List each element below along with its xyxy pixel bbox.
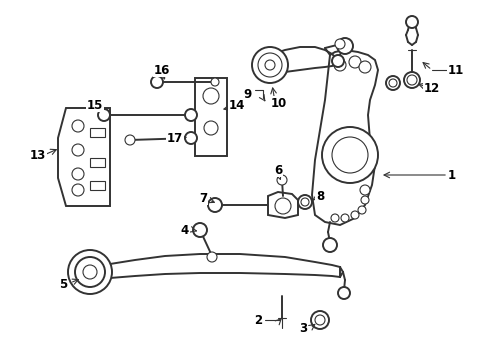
Circle shape xyxy=(75,257,105,287)
Circle shape xyxy=(340,214,348,222)
Polygon shape xyxy=(311,50,377,225)
Circle shape xyxy=(358,61,370,73)
Circle shape xyxy=(403,72,419,88)
Circle shape xyxy=(334,39,345,49)
Circle shape xyxy=(321,127,377,183)
Text: 8: 8 xyxy=(315,189,324,202)
Circle shape xyxy=(278,199,289,211)
Text: 11: 11 xyxy=(447,63,463,77)
Circle shape xyxy=(357,206,365,214)
Circle shape xyxy=(297,195,311,209)
Text: 4: 4 xyxy=(181,224,189,237)
Text: 2: 2 xyxy=(253,314,262,327)
Circle shape xyxy=(333,59,346,71)
Circle shape xyxy=(98,109,110,121)
Circle shape xyxy=(210,78,219,86)
Circle shape xyxy=(405,16,417,28)
Circle shape xyxy=(337,287,349,299)
Text: 17: 17 xyxy=(166,131,183,144)
Text: 13: 13 xyxy=(30,149,46,162)
Text: 9: 9 xyxy=(244,87,252,100)
Circle shape xyxy=(206,252,217,262)
Bar xyxy=(90,128,105,137)
Circle shape xyxy=(360,196,368,204)
Circle shape xyxy=(184,132,197,144)
Circle shape xyxy=(207,198,222,212)
Text: 12: 12 xyxy=(423,81,439,95)
Text: 6: 6 xyxy=(273,163,282,176)
Circle shape xyxy=(184,109,197,121)
Circle shape xyxy=(330,214,338,222)
Circle shape xyxy=(385,76,399,90)
Circle shape xyxy=(193,223,206,237)
Circle shape xyxy=(323,238,336,252)
Circle shape xyxy=(310,311,328,329)
Text: 1: 1 xyxy=(447,168,455,181)
Circle shape xyxy=(203,121,218,135)
Circle shape xyxy=(274,198,290,214)
Circle shape xyxy=(331,137,367,173)
Circle shape xyxy=(301,198,308,206)
Circle shape xyxy=(314,315,325,325)
Circle shape xyxy=(359,185,369,195)
Text: 5: 5 xyxy=(59,279,67,292)
Circle shape xyxy=(203,88,219,104)
Text: 7: 7 xyxy=(199,192,206,204)
Circle shape xyxy=(72,168,84,180)
Text: 16: 16 xyxy=(154,63,170,77)
Polygon shape xyxy=(195,78,226,156)
Circle shape xyxy=(151,76,163,88)
Circle shape xyxy=(331,55,343,67)
Text: 3: 3 xyxy=(298,321,306,334)
Circle shape xyxy=(125,135,135,145)
Text: 10: 10 xyxy=(270,96,286,109)
Circle shape xyxy=(406,75,416,85)
Circle shape xyxy=(72,144,84,156)
Circle shape xyxy=(264,60,274,70)
Circle shape xyxy=(72,184,84,196)
Circle shape xyxy=(276,175,286,185)
Circle shape xyxy=(72,120,84,132)
Polygon shape xyxy=(58,108,110,206)
Polygon shape xyxy=(267,192,297,218)
Circle shape xyxy=(68,250,112,294)
Text: 15: 15 xyxy=(87,99,103,112)
Circle shape xyxy=(336,38,352,54)
Circle shape xyxy=(388,79,396,87)
Circle shape xyxy=(83,265,97,279)
Circle shape xyxy=(348,56,360,68)
Bar xyxy=(90,158,105,167)
Circle shape xyxy=(251,47,287,83)
Circle shape xyxy=(258,53,282,77)
Circle shape xyxy=(350,211,358,219)
Text: 14: 14 xyxy=(228,99,244,112)
Bar xyxy=(90,181,105,190)
